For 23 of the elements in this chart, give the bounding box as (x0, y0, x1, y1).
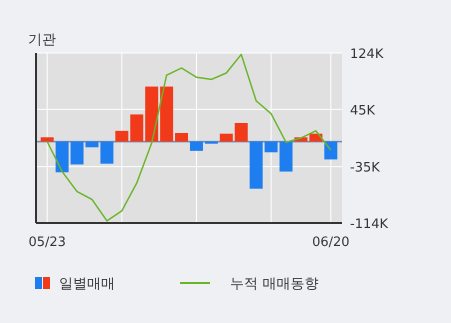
legend-label: 누적 매매동향 (230, 276, 318, 292)
chart-title: 기관 (28, 32, 56, 48)
x-tick-label: 05/23 (28, 235, 66, 250)
bar (115, 130, 128, 142)
bar (40, 137, 54, 142)
y-tick-label: -114K (350, 217, 389, 232)
legend-label: 일별매매 (59, 276, 115, 292)
bar (175, 133, 188, 142)
bar (264, 142, 278, 152)
bar (250, 142, 263, 189)
line-series (46, 54, 332, 222)
bar (100, 142, 114, 164)
bar (56, 142, 69, 172)
x-tick-label: 06/20 (312, 235, 350, 250)
bar (160, 86, 174, 142)
y-tick-label: 124K (350, 47, 384, 62)
y-tick-label: -35K (350, 160, 380, 176)
bar (280, 142, 293, 172)
y-tick-label: 45K (350, 103, 376, 118)
bar (70, 142, 84, 164)
bar (190, 142, 203, 151)
bar (85, 142, 98, 148)
bar (324, 142, 338, 160)
